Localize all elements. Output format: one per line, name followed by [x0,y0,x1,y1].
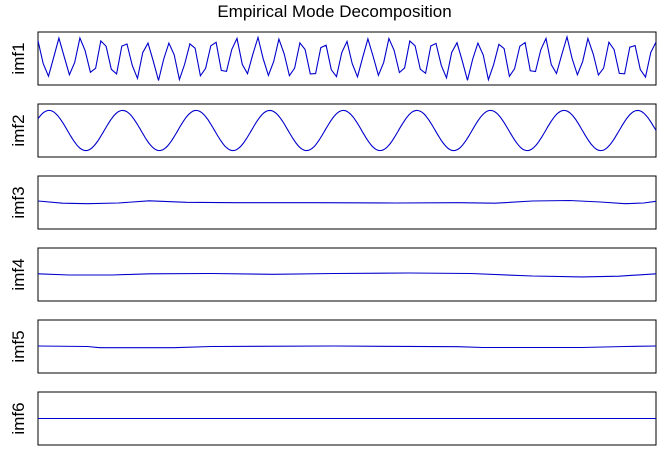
y-axis-label-imf5: imf5 [9,330,28,362]
panel-imf2: imf2 [9,103,657,158]
panel-imf5: imf5 [9,319,657,374]
series-line-imf2 [37,109,657,152]
panel-imf6: imf6 [9,391,657,446]
series-line-imf1 [37,34,657,82]
panel-imf3: imf3 [9,175,657,230]
series-line-imf4 [37,272,657,278]
panel-frame [37,31,657,86]
y-axis-label-imf3: imf3 [9,186,28,218]
y-axis-label-imf1: imf1 [9,42,28,74]
series-line-imf3 [37,199,657,205]
panel-imf1: imf1 [9,31,657,86]
y-axis-label-imf6: imf6 [9,402,28,434]
panel-frame [37,247,657,302]
series-line-imf5 [37,345,657,349]
panel-imf4: imf4 [9,247,657,302]
chart-title: Empirical Mode Decomposition [217,2,452,21]
y-axis-label-imf2: imf2 [9,114,28,146]
y-axis-label-imf4: imf4 [9,258,28,290]
panel-frame [37,175,657,230]
